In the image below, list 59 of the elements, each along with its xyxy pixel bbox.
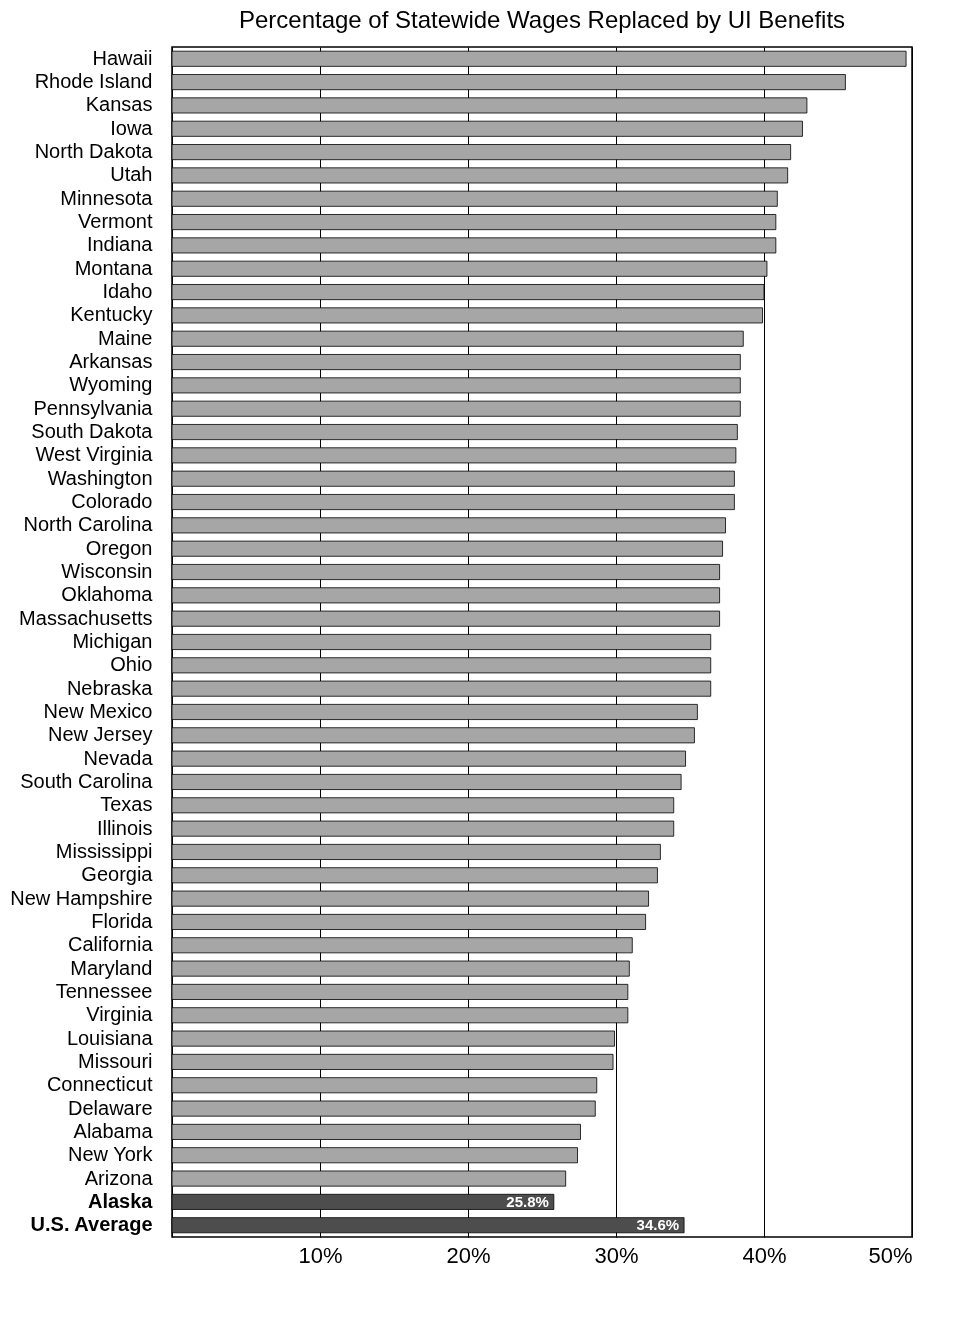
y-tick-label: Delaware — [68, 1096, 153, 1119]
y-tick-label: Minnesota — [60, 186, 154, 209]
y-tick-label: Alabama — [73, 1119, 154, 1142]
x-tick-label: 50% — [868, 1242, 913, 1268]
y-tick-label: Colorado — [71, 490, 153, 513]
data-label: 25.8% — [506, 1192, 549, 1210]
y-tick-label: Ohio — [110, 653, 153, 676]
y-tick-label: Michigan — [72, 630, 153, 652]
x-tick-label: 10% — [298, 1242, 343, 1268]
y-tick-label: Maine — [98, 326, 153, 349]
y-tick-label: Washington — [47, 466, 153, 489]
y-tick-label: New York — [68, 1143, 154, 1166]
y-tick-label: Indiana — [86, 233, 154, 256]
y-tick-label: New Mexico — [43, 699, 153, 722]
y-tick-label: New Hampshire — [10, 886, 153, 909]
x-tick-label: 20% — [446, 1242, 491, 1268]
y-tick-label: Rhode Island — [34, 70, 153, 93]
y-tick-label: Montana — [74, 256, 154, 279]
y-tick-label: Arkansas — [69, 350, 153, 373]
y-tick-label: West Virginia — [35, 443, 154, 466]
x-tick-label: 40% — [742, 1242, 787, 1268]
y-tick-label: Connecticut — [46, 1073, 153, 1096]
x-tick-label: 30% — [594, 1242, 639, 1268]
y-tick-label: Kentucky — [70, 303, 153, 326]
y-tick-label: Arizona — [84, 1166, 154, 1189]
y-tick-label: South Dakota — [31, 420, 154, 443]
y-tick-label: Wyoming — [69, 373, 153, 396]
y-tick-label: California — [68, 933, 154, 956]
y-tick-label: Pennsylvania — [33, 396, 154, 419]
y-tick-label: U.S. Average — [30, 1213, 153, 1236]
y-tick-label: Oklahoma — [61, 583, 154, 606]
y-tick-label: Virginia — [86, 1003, 154, 1026]
y-tick-label: North Carolina — [23, 513, 154, 536]
y-tick-label: Nebraska — [66, 676, 154, 699]
data-label: 34.6% — [636, 1216, 680, 1234]
y-tick-label: North Dakota — [34, 140, 154, 163]
y-tick-label: Maryland — [70, 956, 153, 979]
y-tick-label: Vermont — [78, 210, 153, 233]
y-tick-label: South Carolina — [20, 769, 154, 792]
y-tick-label: New Jersey — [48, 723, 153, 746]
y-tick-label: Texas — [100, 793, 153, 816]
y-tick-label: Massachusetts — [19, 606, 153, 629]
y-tick-label: Nevada — [83, 746, 154, 769]
chart-title: Percentage of Statewide Wages Replaced by UI Benefits — [238, 6, 846, 33]
y-tick-label: Florida — [91, 909, 154, 932]
y-tick-label: Wisconsin — [61, 560, 153, 583]
y-tick-label: Mississippi — [55, 839, 153, 862]
y-tick-label: Alaska — [88, 1189, 154, 1212]
y-tick-label: Kansas — [85, 93, 153, 116]
y-tick-label: Missouri — [78, 1049, 153, 1072]
y-tick-label: Oregon — [85, 536, 153, 559]
y-tick-label: Iowa — [110, 116, 154, 139]
y-tick-label: Tennessee — [55, 979, 153, 1002]
y-tick-label: Utah — [110, 163, 153, 186]
y-tick-label: Hawaii — [92, 46, 153, 69]
y-tick-label: Louisiana — [66, 1026, 154, 1049]
y-tick-label: Idaho — [102, 280, 153, 303]
y-tick-label: Georgia — [81, 863, 154, 886]
y-tick-label: Illinois — [96, 816, 153, 839]
